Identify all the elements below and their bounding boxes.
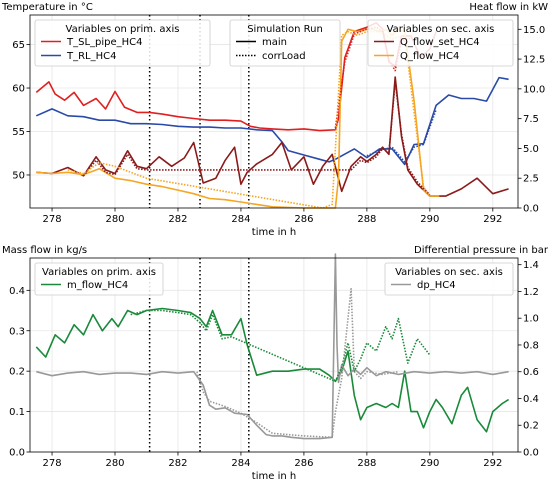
chart-top: 278 280 282 284 286 288 290 292 50 55 60 65 0.0 2.5 5.…	[1, 2, 548, 238]
y-tick-label: 0.3	[9, 326, 25, 337]
legend-box	[367, 19, 514, 67]
y2-tick-label: 10.0	[523, 84, 545, 95]
y-tick-label: 65	[12, 40, 25, 51]
y2-tick-label: 0.2	[523, 421, 539, 432]
y-tick-label: 0.0	[9, 448, 25, 459]
legend-box	[229, 19, 341, 67]
y2-axis-title: Differential pressure in bar	[414, 245, 549, 256]
legend-entry: Q_flow_set_HC4	[400, 37, 480, 48]
y2-tick-label: 5.0	[523, 144, 539, 155]
x-tick-label: 282	[168, 458, 187, 469]
y2-tick-label: 1.2	[523, 287, 539, 298]
x-tick-label: 284	[231, 214, 250, 225]
legend-box	[384, 262, 514, 296]
y-tick-label: 0.1	[9, 407, 25, 418]
y2-tick-label: 15.0	[523, 25, 545, 36]
series-line-dp-hc4-corrload	[196, 287, 399, 439]
x-tick-label: 290	[420, 214, 439, 225]
x-tick-label: 280	[105, 458, 124, 469]
series-line-m-flow-hc4	[35, 307, 510, 433]
x-tick-label: 278	[42, 214, 61, 225]
x-tick-label: 292	[483, 458, 502, 469]
y2-tick-label: 1.0	[523, 314, 539, 325]
y-axis-title: Temperature in °C	[1, 2, 93, 13]
legend-title: Variables on prim. axis	[66, 24, 180, 35]
legend-box	[34, 19, 211, 67]
legend-title: Variables on prim. axis	[42, 267, 156, 278]
y2-tick-label: 0.8	[523, 340, 539, 351]
y2-tick-label: 0.0	[523, 448, 539, 459]
plot-frame	[29, 257, 519, 453]
y2-tick-label: 0.0	[523, 204, 539, 215]
legend-entry: main	[262, 37, 287, 48]
x-tick-label: 290	[420, 458, 439, 469]
y2-tick-label: 0.6	[523, 367, 539, 378]
y2-tick-label: 1.4	[523, 260, 539, 271]
legend-title: Simulation Run	[247, 24, 323, 35]
legend-entry: dp_HC4	[417, 280, 456, 291]
y-axis-title: Mass flow in kg/s	[2, 245, 87, 256]
x-axis-title: time in h	[252, 227, 296, 238]
legend-entry: corrLoad	[262, 51, 306, 62]
legend-box	[34, 262, 164, 296]
legend-entry: T_RL_HC4	[66, 51, 117, 62]
x-tick-label: 288	[357, 458, 376, 469]
x-axis-title: time in h	[252, 471, 296, 482]
y2-tick-label: 0.4	[523, 394, 539, 405]
series-line-t-rl-hc4	[35, 76, 509, 166]
y-tick-label: 50	[12, 170, 25, 181]
x-tick-label: 292	[483, 214, 502, 225]
y2-tick-label: 12.5	[523, 55, 545, 66]
legend-title: Variables on sec. axis	[387, 24, 495, 35]
series-line-q-flow-set-hc4	[36, 76, 509, 197]
y-tick-label: 0.2	[9, 367, 25, 378]
x-tick-label: 286	[294, 214, 313, 225]
legend-entry: T_SL_pipe_HC4	[66, 37, 143, 48]
y2-axis-title: Heat flow in kW	[469, 2, 548, 13]
y2-tick-label: 2.5	[523, 174, 539, 185]
series-line-m-flow-hc4-corrload	[130, 309, 431, 383]
plot-frame	[29, 14, 519, 209]
x-tick-label: 288	[357, 214, 376, 225]
y-tick-label: 55	[12, 127, 25, 138]
series-line-t-rl-hc4-corrload	[366, 109, 437, 163]
x-tick-label: 286	[294, 458, 313, 469]
y-tick-label: 0.4	[9, 286, 25, 297]
y2-tick-label: 7.5	[523, 114, 539, 125]
x-tick-label: 280	[105, 214, 124, 225]
chart-bottom: 278 280 282 284 286 288 290 292 0.0 0.1 0.2 0.3 0.4 0…	[2, 245, 549, 482]
x-tick-label: 278	[42, 458, 61, 469]
x-tick-label: 284	[231, 458, 250, 469]
series-line-dp-hc4	[36, 253, 509, 440]
legend-entry: m_flow_HC4	[67, 280, 128, 291]
legend-entry: Q_flow_HC4	[400, 51, 459, 62]
series-line-q-flow-set-hc4-corrload	[82, 80, 431, 196]
x-tick-label: 282	[168, 214, 187, 225]
y-tick-label: 60	[12, 84, 25, 95]
legend-title: Variables on sec. axis	[395, 267, 503, 278]
